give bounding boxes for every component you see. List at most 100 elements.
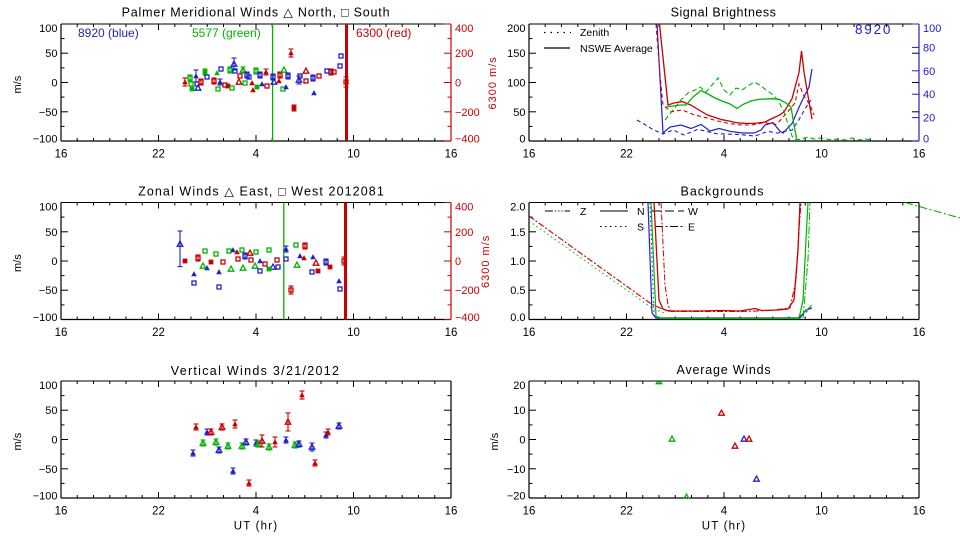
svg-text:−200: −200 [455, 285, 480, 297]
svg-text:Zenith: Zenith [580, 27, 609, 39]
svg-text:20: 20 [923, 113, 935, 125]
svg-text:0: 0 [923, 134, 929, 146]
svg-text:E: E [688, 222, 695, 234]
svg-text:40: 40 [923, 89, 935, 101]
svg-text:m/s: m/s [12, 75, 24, 93]
svg-text:4: 4 [253, 327, 260, 339]
svg-text:−50: −50 [39, 464, 58, 476]
svg-text:−20: −20 [507, 491, 526, 503]
svg-text:0: 0 [455, 78, 461, 90]
svg-text:−400: −400 [455, 134, 480, 146]
svg-text:−10: −10 [507, 464, 526, 476]
svg-text:100: 100 [39, 202, 57, 214]
svg-text:60: 60 [923, 66, 935, 78]
svg-text:100: 100 [39, 380, 57, 392]
svg-text:200: 200 [507, 23, 525, 35]
svg-text:0: 0 [519, 134, 525, 146]
svg-text:4: 4 [253, 149, 260, 161]
svg-text:2.0: 2.0 [510, 202, 525, 214]
svg-text:16: 16 [445, 506, 458, 518]
svg-text:16: 16 [55, 506, 68, 518]
svg-text:400: 400 [455, 202, 473, 214]
svg-text:4: 4 [253, 506, 260, 518]
svg-text:S: S [637, 222, 644, 234]
svg-text:−200: −200 [455, 107, 480, 119]
svg-text:22: 22 [152, 506, 165, 518]
svg-text:16: 16 [523, 506, 536, 518]
svg-text:W: W [688, 206, 698, 218]
svg-text:10: 10 [513, 405, 525, 417]
svg-text:m/s: m/s [12, 254, 24, 272]
svg-text:0: 0 [51, 256, 57, 268]
svg-text:m/s: m/s [12, 432, 24, 450]
svg-text:6300 m/s: 6300 m/s [487, 56, 499, 109]
svg-text:0: 0 [519, 435, 525, 447]
svg-text:16: 16 [445, 327, 458, 339]
svg-text:50: 50 [513, 107, 525, 119]
svg-text:0: 0 [455, 256, 461, 268]
svg-text:10: 10 [815, 506, 828, 518]
svg-text:4: 4 [721, 506, 728, 518]
svg-text:5577 (green): 5577 (green) [192, 26, 261, 40]
svg-text:0: 0 [51, 435, 57, 447]
svg-text:16: 16 [445, 149, 458, 161]
svg-text:6300 (red): 6300 (red) [356, 26, 411, 40]
svg-text:150: 150 [507, 48, 525, 60]
svg-text:Signal Brightness: Signal Brightness [671, 6, 777, 20]
svg-text:400: 400 [455, 23, 473, 35]
svg-text:16: 16 [913, 149, 926, 161]
svg-text:Average Winds: Average Winds [677, 363, 772, 377]
svg-text:m/s: m/s [489, 432, 501, 450]
svg-text:16: 16 [55, 149, 68, 161]
svg-text:8920 (blue): 8920 (blue) [78, 26, 139, 40]
svg-text:UT (hr): UT (hr) [702, 521, 747, 533]
svg-text:−400: −400 [455, 312, 480, 324]
svg-text:−100: −100 [33, 134, 58, 146]
svg-text:80: 80 [923, 42, 935, 54]
svg-text:UT (hr): UT (hr) [234, 521, 279, 533]
svg-text:22: 22 [620, 149, 633, 161]
svg-text:4: 4 [721, 149, 728, 161]
svg-text:0.0: 0.0 [510, 312, 525, 324]
svg-text:−50: −50 [39, 285, 58, 297]
svg-text:20: 20 [513, 380, 525, 392]
svg-text:200: 200 [455, 227, 473, 239]
svg-text:16: 16 [523, 149, 536, 161]
svg-text:16: 16 [55, 327, 68, 339]
svg-text:Vertical Winds 3/21/2012: Vertical Winds 3/21/2012 [171, 364, 340, 378]
svg-text:4: 4 [721, 327, 728, 339]
svg-text:−100: −100 [33, 491, 58, 503]
svg-text:0.5: 0.5 [510, 285, 525, 297]
svg-text:50: 50 [45, 48, 57, 60]
svg-text:22: 22 [620, 506, 633, 518]
svg-text:10: 10 [815, 327, 828, 339]
svg-text:22: 22 [152, 327, 165, 339]
svg-text:6300 m/s: 6300 m/s [480, 235, 492, 288]
svg-text:50: 50 [45, 227, 57, 239]
svg-text:22: 22 [620, 327, 633, 339]
svg-text:10: 10 [347, 506, 360, 518]
svg-text:N: N [637, 206, 645, 218]
svg-text:Z: Z [580, 206, 587, 218]
svg-text:16: 16 [913, 327, 926, 339]
svg-text:10: 10 [815, 149, 828, 161]
svg-text:16: 16 [913, 506, 926, 518]
svg-text:10: 10 [347, 327, 360, 339]
svg-text:Backgrounds: Backgrounds [681, 184, 765, 198]
svg-text:−50: −50 [39, 107, 58, 119]
svg-text:22: 22 [152, 149, 165, 161]
svg-text:1.0: 1.0 [510, 256, 525, 268]
svg-text:NSWE Average: NSWE Average [580, 43, 653, 55]
svg-text:200: 200 [455, 48, 473, 60]
svg-text:Zonal Winds △ East, □ West 201: Zonal Winds △ East, □ West 2012081 [138, 184, 385, 198]
svg-text:100: 100 [39, 23, 57, 35]
svg-text:Palmer Meridional Winds △ Nort: Palmer Meridional Winds △ North, □ South [122, 6, 391, 20]
svg-text:100: 100 [923, 23, 941, 35]
svg-text:−100: −100 [33, 312, 58, 324]
svg-text:10: 10 [347, 149, 360, 161]
svg-text:0: 0 [51, 78, 57, 90]
svg-text:50: 50 [45, 405, 57, 417]
svg-text:16: 16 [523, 327, 536, 339]
svg-text:8920: 8920 [855, 22, 892, 37]
svg-text:100: 100 [507, 78, 525, 90]
